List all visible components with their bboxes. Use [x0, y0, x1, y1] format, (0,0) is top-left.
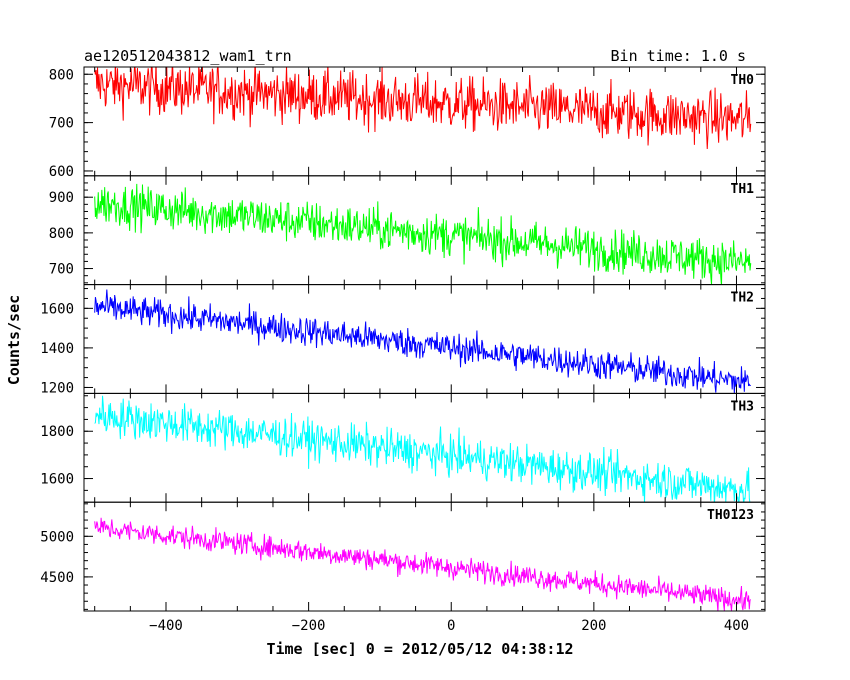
panel-label: TH2 — [731, 291, 754, 306]
panel-frame — [83, 501, 766, 612]
panel-frame — [83, 284, 766, 394]
y-tick-label: 1600 — [40, 301, 74, 317]
panel-th2: 1200 1400 1600 TH2 — [40, 284, 766, 396]
y-tick-label: 1600 — [40, 472, 74, 488]
y-tick-label: 600 — [49, 164, 74, 180]
series-th0123 — [94, 517, 752, 612]
panel-frame — [83, 175, 766, 286]
y-axis-label: Counts/sec — [5, 295, 23, 385]
y-tick-label: 800 — [49, 67, 74, 83]
y-tick-label: 4500 — [40, 570, 74, 586]
y-tick-label: 1400 — [40, 341, 74, 357]
y-tick-label: 700 — [49, 262, 74, 278]
series-th0 — [94, 67, 752, 149]
x-tick-label: −400 — [149, 618, 183, 634]
y-tick-label: 700 — [49, 116, 74, 132]
y-tick-label: 5000 — [40, 529, 74, 545]
series-th2 — [94, 289, 751, 394]
y-tick-label: 800 — [49, 226, 74, 242]
x-tick-label: 0 — [447, 618, 455, 634]
x-tick-label: −200 — [292, 618, 326, 634]
panel-label: TH0123 — [707, 508, 754, 523]
y-tick-label: 1200 — [40, 380, 74, 396]
chart-title: ae120512043812_wam1_trn — [84, 47, 292, 65]
series-th1 — [94, 183, 752, 285]
panel-label: TH3 — [731, 399, 754, 414]
panel-th0123: 4500 5000 TH0123 — [40, 501, 766, 612]
panel-th3: 1600 1800 TH3 — [40, 392, 766, 503]
series-th3 — [94, 395, 751, 503]
x-tick-label: 200 — [581, 618, 606, 634]
x-tick-label: 400 — [724, 618, 749, 634]
x-axis-label: Time [sec] 0 = 2012/05/12 04:38:12 — [266, 640, 573, 658]
panel-label: TH1 — [731, 182, 755, 197]
y-tick-label: 1800 — [40, 424, 74, 440]
y-tick-label: 900 — [49, 190, 74, 206]
panel-th0: 600 700 800 TH0 — [49, 66, 766, 180]
panel-label: TH0 — [731, 73, 755, 88]
x-axis: −400 −200 0 200 400 — [149, 618, 749, 634]
panel-th1: 700 800 900 TH1 — [49, 175, 766, 286]
bin-time-label: Bin time: 1.0 s — [611, 47, 746, 65]
